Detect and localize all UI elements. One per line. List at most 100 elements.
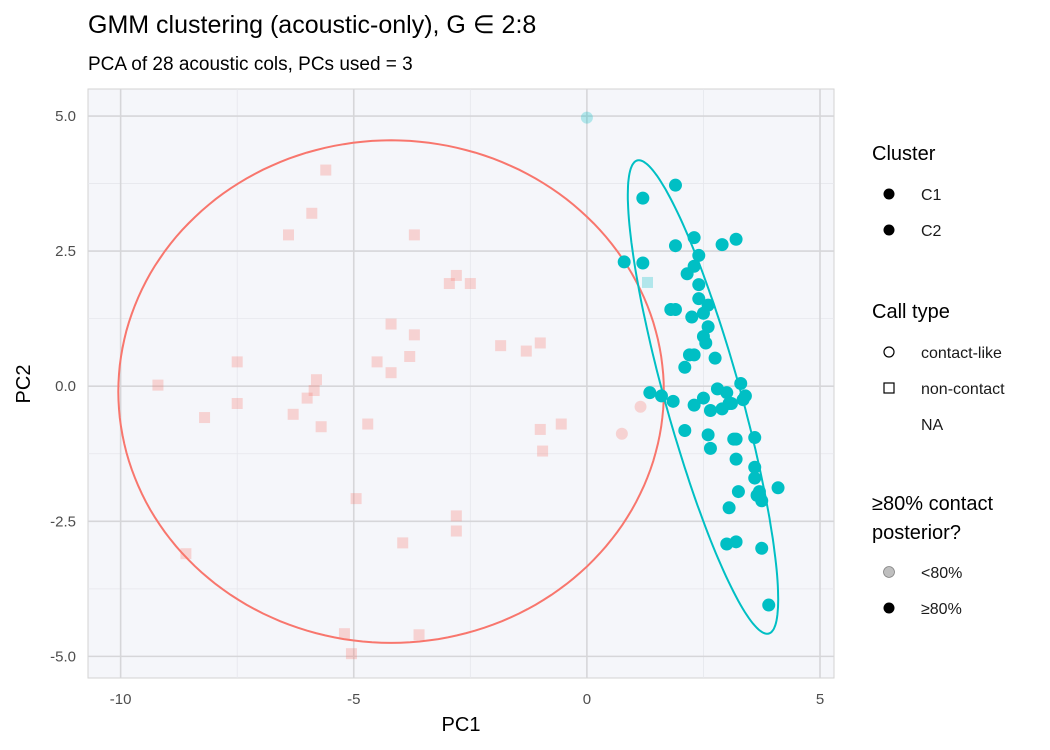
legend-cluster-c1-key: [883, 188, 895, 200]
point-c2-contact-like: [668, 239, 682, 253]
point-c1-non-contact: [408, 329, 420, 341]
point-c2-contact-like: [720, 386, 734, 400]
point-c2-contact-like: [580, 111, 593, 124]
legend-posterior-title-line2: posterior?: [872, 522, 961, 544]
point-c1-non-contact: [450, 269, 462, 281]
point-c1-non-contact: [231, 397, 243, 409]
point-c2-contact-like: [668, 302, 682, 316]
point-c2-contact-like: [692, 292, 706, 306]
point-c2-contact-like: [636, 191, 650, 205]
point-c2-contact-like: [729, 232, 743, 246]
point-c2-contact-like: [617, 255, 631, 269]
point-c1-non-contact: [450, 525, 462, 537]
chart-title: GMM clustering (acoustic-only), G ∈ 2:8: [88, 11, 536, 39]
point-c2-contact-like: [715, 402, 729, 416]
point-c1-non-contact: [345, 648, 357, 660]
point-c1-non-contact: [231, 356, 243, 368]
point-c2-contact-like: [701, 320, 715, 334]
point-c2-contact-like: [687, 398, 701, 412]
point-c1-non-contact: [350, 493, 362, 505]
point-c1-non-contact: [306, 207, 318, 219]
minor-gridlines: [88, 89, 834, 678]
x-tick-label: 0: [583, 691, 591, 708]
point-c1-non-contact: [413, 629, 425, 641]
legend-posterior: ≥80% contact posterior? <80% ≥80%: [872, 493, 993, 618]
point-c2-contact-like: [685, 310, 699, 324]
legend-call-type-title: Call type: [872, 301, 950, 323]
point-c1-non-contact: [308, 385, 320, 397]
point-c1-non-contact: [199, 412, 211, 424]
point-c2-contact-like: [701, 428, 715, 442]
legend-contact-like-key: [883, 346, 895, 358]
point-c2-contact-like: [678, 360, 692, 374]
x-tick-label: -5: [347, 691, 360, 708]
point-c2-contact-like: [696, 391, 710, 405]
y-axis-title: PC2: [13, 365, 35, 404]
y-tick-label: -2.5: [50, 513, 76, 530]
point-c1-non-contact: [534, 337, 546, 349]
point-c1-non-contact: [310, 374, 322, 386]
legend-contact-like-label: contact-like: [921, 345, 1002, 362]
legend-lt80-label: <80%: [921, 565, 962, 582]
point-c1-non-contact: [555, 418, 567, 430]
point-c1-non-contact: [320, 164, 332, 176]
point-c2-contact-like: [703, 404, 717, 418]
point-c1-non-contact: [495, 340, 507, 352]
point-c2-contact-like: [729, 535, 743, 549]
point-c1-contact-like: [634, 400, 647, 413]
point-c2-contact-like: [678, 424, 692, 438]
point-c2-contact-like: [731, 485, 745, 499]
point-c2-contact-like: [654, 389, 668, 403]
point-c1-non-contact: [385, 367, 397, 379]
point-c1-non-contact: [301, 392, 313, 404]
legend-ge80-label: ≥80%: [921, 601, 962, 618]
point-c1-non-contact: [338, 628, 350, 640]
point-c2-contact-like: [762, 598, 776, 612]
point-c2-contact-like: [748, 471, 762, 485]
point-c2-contact-like: [708, 351, 722, 365]
point-c1-non-contact: [385, 318, 397, 330]
point-c2-contact-like: [687, 348, 701, 362]
point-c2-contact-like: [748, 431, 762, 445]
point-c1-non-contact: [315, 421, 327, 433]
point-c2-contact-like: [668, 178, 682, 192]
legend-call-type: Call type contact-like non-contact NA: [872, 301, 1005, 434]
legend-lt80-key: [883, 566, 895, 578]
x-axis-title: PC1: [442, 714, 481, 736]
point-c2-contact-like: [703, 441, 717, 455]
point-c2-contact-like: [755, 541, 769, 555]
legend-non-contact-label: non-contact: [921, 381, 1005, 398]
ellipse-c1: [117, 139, 665, 644]
plot-panel: [87, 88, 835, 679]
y-tick-label: -5.0: [50, 648, 76, 665]
x-tick-label: -10: [110, 691, 132, 708]
y-tick-label: 0.0: [55, 378, 76, 395]
point-c2-contact-like: [699, 336, 713, 350]
chart-subtitle: PCA of 28 acoustic cols, PCs used = 3: [88, 54, 413, 75]
point-c1-non-contact: [152, 379, 164, 391]
major-gridlines: [88, 89, 834, 678]
point-c2-contact-like: [729, 452, 743, 466]
data-points: [152, 111, 785, 660]
point-c1-non-contact: [180, 548, 192, 560]
y-tick-label: 2.5: [55, 243, 76, 260]
legend-cluster-title: Cluster: [872, 143, 936, 165]
point-c2-contact-like: [734, 377, 748, 390]
point-c1-contact-like: [615, 427, 628, 440]
point-c2-contact-like: [729, 432, 743, 446]
legend-posterior-title-line1: ≥80% contact: [872, 493, 993, 515]
point-c2-contact-like: [755, 494, 769, 508]
point-c2-contact-like: [715, 238, 729, 252]
legend-ge80-key: [883, 602, 895, 614]
point-c2-contact-like: [643, 386, 657, 400]
point-c1-non-contact: [534, 423, 546, 435]
point-c2-contact-like: [666, 394, 680, 408]
point-c1-non-contact: [537, 445, 549, 457]
x-tick-label: 5: [816, 691, 824, 708]
point-c2-contact-like: [696, 306, 710, 320]
point-c2-contact-like: [722, 501, 736, 515]
point-c2-non-contact: [642, 276, 653, 288]
legend-na-label: NA: [921, 417, 944, 434]
point-c1-non-contact: [520, 345, 532, 357]
